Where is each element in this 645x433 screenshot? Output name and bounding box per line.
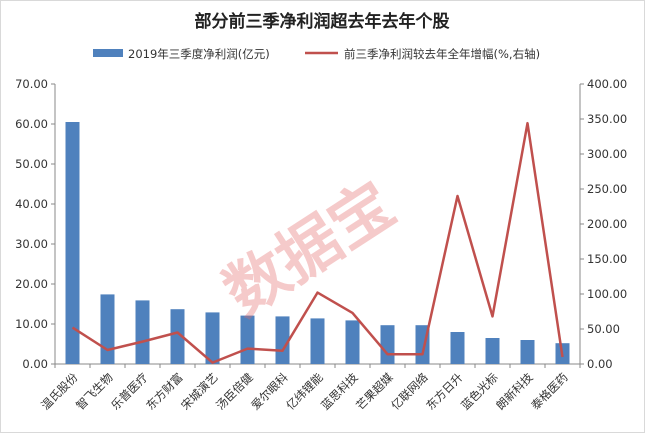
bar — [310, 318, 325, 364]
y-right-tick-label: 50.00 — [587, 322, 620, 336]
y-left-tick-label: 10.00 — [15, 317, 48, 331]
bar — [170, 309, 185, 364]
y-left-tick-label: 70.00 — [15, 77, 48, 91]
y-right-tick-label: 250.00 — [587, 182, 627, 196]
bar — [275, 316, 290, 364]
axes: 0.00 10.00 20.00 30.00 40.00 50.00 60.00 70.00 0… — [15, 77, 627, 371]
chart-title: 部分前三季净利润超去年去年个股 — [195, 11, 450, 32]
bar — [520, 340, 535, 364]
bar — [135, 300, 150, 364]
y-left-tick-label: 30.00 — [15, 237, 48, 251]
bar — [205, 312, 220, 364]
bar — [100, 294, 115, 364]
legend-label-bars: 2019年三季度净利润(亿元) — [128, 47, 270, 61]
bar — [380, 325, 395, 364]
bar — [65, 122, 80, 364]
y-right-tick-label: 400.00 — [587, 77, 627, 91]
line-series — [71, 121, 564, 364]
bar — [485, 338, 500, 364]
y-right-tick-label: 200.00 — [587, 217, 627, 231]
y-left-tick-label: 50.00 — [15, 157, 48, 171]
y-right-tick-label: 100.00 — [587, 287, 627, 301]
y-right-tick-label: 0.00 — [587, 357, 613, 371]
legend-swatch-bars — [93, 49, 123, 57]
y-left-tick-label: 0.00 — [22, 357, 48, 371]
bar — [450, 332, 465, 364]
legend-label-line: 前三季净利润较去年全年增幅(%,右轴) — [344, 47, 540, 61]
y-left-tick-label: 40.00 — [15, 197, 48, 211]
y-right-tick-label: 350.00 — [587, 112, 627, 126]
y-right-tick-label: 300.00 — [587, 147, 627, 161]
bar — [345, 320, 360, 364]
y-left-tick-label: 20.00 — [15, 277, 48, 291]
y-right-tick-label: 150.00 — [587, 252, 627, 266]
bar — [240, 315, 255, 364]
y-left-tick-label: 60.00 — [15, 117, 48, 131]
